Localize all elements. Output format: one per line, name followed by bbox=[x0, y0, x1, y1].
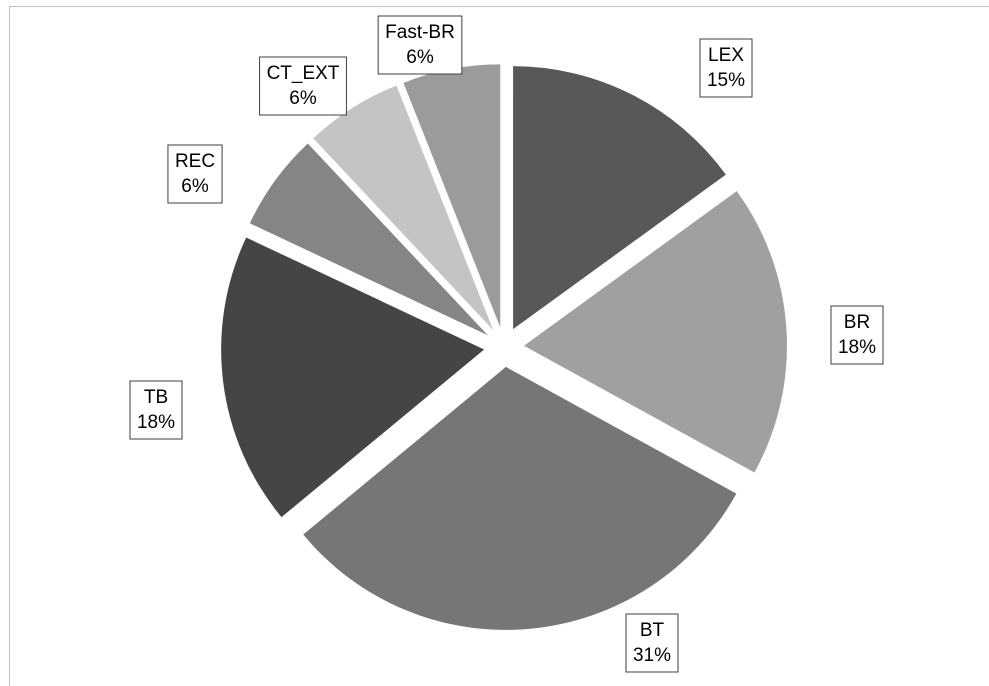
data-label-box bbox=[830, 305, 884, 365]
pie-slice-rec bbox=[249, 143, 488, 336]
pie-slice-bt bbox=[303, 366, 737, 630]
data-label-category: CT_EXT bbox=[267, 63, 340, 84]
data-label-box bbox=[167, 144, 223, 204]
data-label-percent: 18% bbox=[137, 412, 175, 433]
data-label-category: BT bbox=[640, 620, 665, 641]
data-label-box bbox=[377, 15, 463, 75]
data-label-category: LEX bbox=[708, 45, 744, 66]
data-label-percent: 31% bbox=[633, 645, 671, 666]
pie-slice-ct-ext bbox=[313, 85, 494, 331]
data-label-fast-br: Fast-BR 6% bbox=[377, 15, 463, 75]
data-label-percent: 6% bbox=[289, 88, 317, 109]
pie-slice-lex bbox=[513, 66, 726, 330]
data-label-percent: 6% bbox=[181, 176, 209, 197]
data-label-box bbox=[129, 380, 183, 440]
data-label-tb: TB 18% bbox=[129, 380, 183, 440]
pie-slices bbox=[221, 64, 787, 630]
data-label-ct-ext: CT_EXT 6% bbox=[259, 56, 347, 116]
data-label-category: BR bbox=[844, 312, 870, 333]
data-label-percent: 15% bbox=[707, 70, 745, 91]
data-label-percent: 6% bbox=[406, 47, 434, 68]
pie-slice-fast-br bbox=[403, 64, 501, 328]
pie-slice-br bbox=[523, 191, 787, 473]
data-label-br: BR 18% bbox=[830, 305, 884, 365]
data-label-percent: 18% bbox=[838, 337, 876, 358]
chart-frame bbox=[9, 6, 989, 686]
data-label-box bbox=[259, 56, 347, 116]
data-label-category: TB bbox=[144, 387, 168, 408]
data-label-lex: LEX 15% bbox=[699, 38, 753, 98]
pie-labels: LEX15%BR18%BT31%TB18%REC6%CT_EXT6%Fast-B… bbox=[129, 15, 884, 673]
data-label-category: REC bbox=[175, 151, 215, 172]
data-label-category: Fast-BR bbox=[385, 22, 455, 43]
data-label-rec: REC 6% bbox=[167, 144, 223, 204]
data-label-box bbox=[699, 38, 753, 98]
data-label-bt: BT 31% bbox=[625, 613, 679, 673]
data-label-box bbox=[625, 613, 679, 673]
pie-slice-tb bbox=[221, 237, 485, 518]
